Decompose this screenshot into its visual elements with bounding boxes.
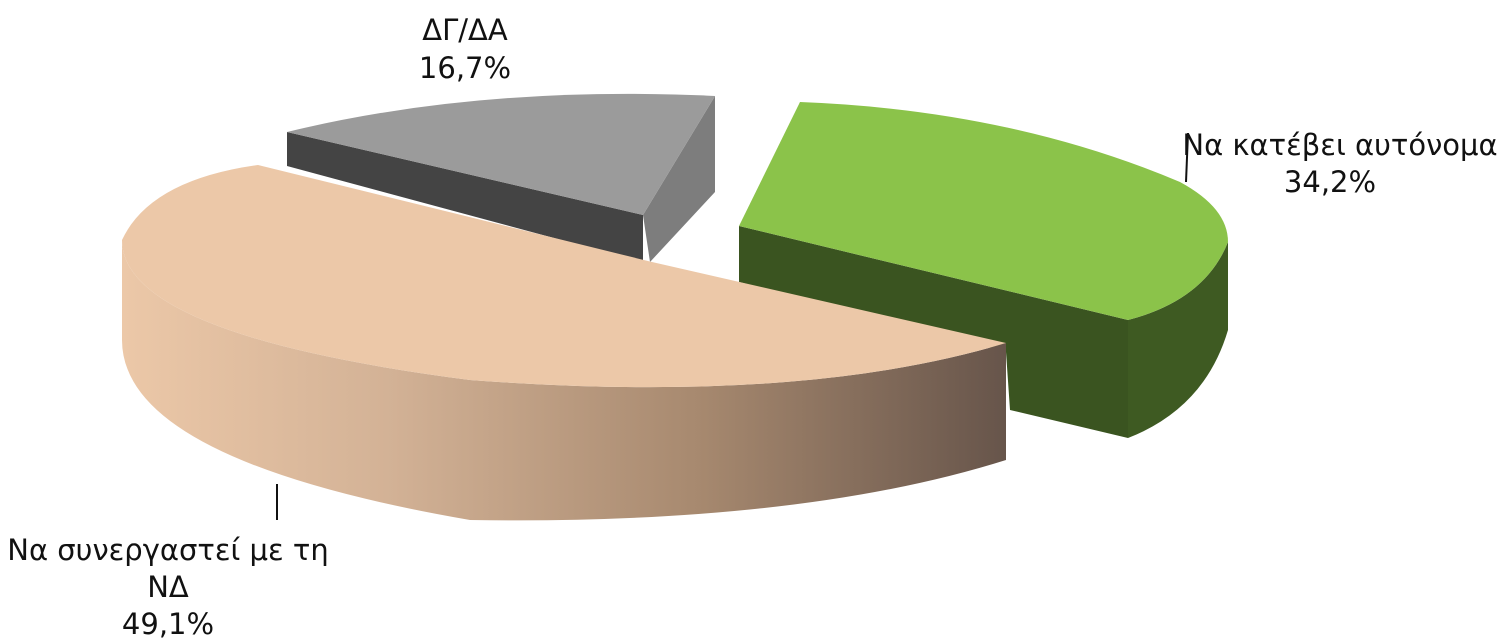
slice-group-dgda [287, 93, 715, 262]
label-value-autonoma: 34,2% [1284, 165, 1376, 199]
slice-side-green-outer [1128, 242, 1228, 438]
slice-side-beige [122, 240, 1006, 521]
slice-top-nd [122, 165, 1006, 388]
slice-side-dgda-inner [287, 132, 643, 262]
slice-group-nd [122, 165, 1006, 521]
label-value-nd: 49,1% [122, 607, 214, 640]
slice-top-dgda [287, 93, 715, 215]
label-value-dgda: 16,7% [419, 51, 511, 85]
label-name-nd-line1: Να συνεργαστεί με τη [7, 533, 328, 567]
slice-top-autonoma [739, 102, 1228, 320]
label-name-autonoma: Να κατέβει αυτόνομα [1182, 128, 1497, 162]
label-name-nd-line2: ΝΔ [147, 570, 189, 604]
leader-line-autonoma [1185, 132, 1189, 183]
slice-side-dgda-outer [643, 96, 715, 262]
label-name-dgda: ΔΓ/ΔΑ [422, 13, 508, 47]
